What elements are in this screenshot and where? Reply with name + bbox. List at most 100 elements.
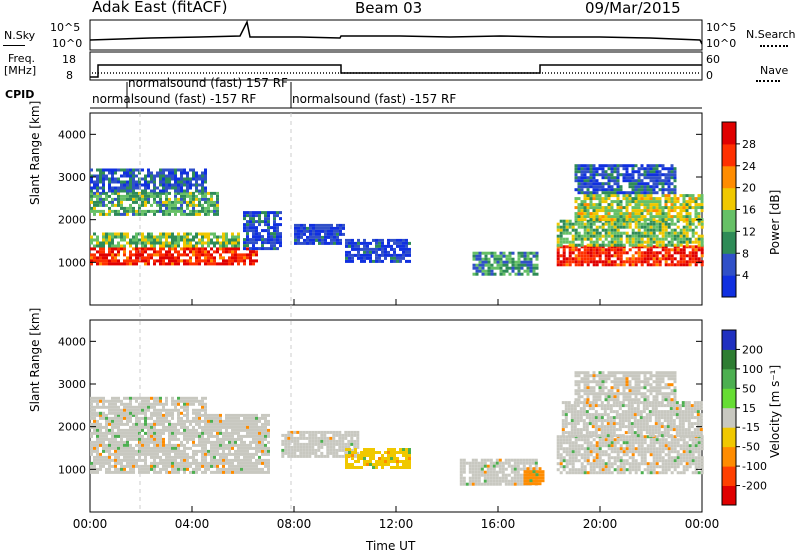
heatmap-cell xyxy=(150,247,153,251)
heatmap-cell xyxy=(526,257,530,261)
heatmap-cell xyxy=(96,256,99,260)
heatmap-cell xyxy=(228,256,231,260)
heatmap-cell xyxy=(649,218,653,222)
heatmap-cell xyxy=(667,456,671,460)
heatmap-cell xyxy=(634,215,638,219)
heatmap-cell xyxy=(694,450,698,454)
heatmap-cell xyxy=(216,458,219,462)
heatmap-cell xyxy=(670,438,674,442)
heatmap-cell xyxy=(177,411,180,415)
heatmap-cell xyxy=(679,237,683,241)
heatmap-cell xyxy=(580,234,584,238)
heatmap-cell xyxy=(495,461,499,465)
heatmap-cell xyxy=(616,243,620,247)
heatmap-cell xyxy=(649,215,653,219)
heatmap-cell xyxy=(237,464,240,468)
heatmap-cell xyxy=(308,448,312,452)
heatmap-cell xyxy=(661,188,665,192)
heatmap-cell xyxy=(150,402,153,406)
heatmap-cell xyxy=(105,238,108,242)
heatmap-cell xyxy=(580,444,584,448)
heatmap-cell xyxy=(592,245,596,249)
heatmap-cell xyxy=(332,442,336,446)
heatmap-cell xyxy=(586,188,590,192)
heatmap-cell xyxy=(108,232,111,236)
heatmap-cell xyxy=(207,197,210,201)
heatmap-cell xyxy=(586,234,590,238)
heatmap-cell xyxy=(192,177,195,181)
heatmap-cell xyxy=(601,234,605,238)
heatmap-cell xyxy=(655,462,659,466)
heatmap-cell xyxy=(511,260,515,264)
heatmap-cell xyxy=(487,257,491,261)
heatmap-cell xyxy=(132,212,135,216)
heatmap-cell xyxy=(204,212,207,216)
heatmap-cell xyxy=(123,470,126,474)
heatmap-cell xyxy=(586,237,590,241)
heatmap-cell xyxy=(516,467,520,471)
heatmap-cell xyxy=(144,247,147,251)
heatmap-cell xyxy=(559,263,563,267)
heatmap-cell xyxy=(658,251,662,255)
heatmap-cell xyxy=(111,232,114,236)
heatmap-cell xyxy=(273,238,276,242)
heatmap-cell xyxy=(667,453,671,457)
heatmap-cell xyxy=(484,257,488,261)
heatmap-cell xyxy=(592,465,596,469)
heatmap-cell xyxy=(586,206,590,210)
heatmap-cell xyxy=(514,260,518,264)
heatmap-cell xyxy=(631,257,635,261)
heatmap-cell xyxy=(135,425,138,429)
heatmap-cell xyxy=(613,209,617,213)
heatmap-cell xyxy=(168,449,171,453)
heatmap-cell xyxy=(114,212,117,216)
heatmap-cell xyxy=(700,243,704,247)
heatmap-cell xyxy=(601,222,605,226)
heatmap-cell xyxy=(661,234,665,238)
heatmap-cell xyxy=(228,241,231,245)
heatmap-cell xyxy=(210,434,213,438)
heatmap-cell xyxy=(213,259,216,263)
heatmap-cell xyxy=(159,232,162,236)
heatmap-cell xyxy=(486,464,490,468)
heatmap-cell xyxy=(264,464,267,468)
heatmap-cell xyxy=(177,431,180,435)
heatmap-cell xyxy=(317,448,321,452)
heatmap-cell xyxy=(96,250,99,254)
heatmap-cell xyxy=(210,200,213,204)
heatmap-cell xyxy=(284,448,288,452)
heatmap-cell xyxy=(177,455,180,459)
heatmap-cell xyxy=(496,257,500,261)
heatmap-cell xyxy=(363,259,366,263)
heatmap-cell xyxy=(559,465,563,469)
heatmap-cell xyxy=(198,434,201,438)
heatmap-cell xyxy=(93,174,96,178)
heatmap-cell xyxy=(673,245,677,249)
heatmap-cell xyxy=(592,447,596,451)
heatmap-cell xyxy=(347,439,351,443)
heatmap-cell xyxy=(499,272,503,276)
heatmap-cell xyxy=(649,471,653,475)
heatmap-cell xyxy=(147,443,150,447)
heatmap-cell xyxy=(219,428,222,432)
heatmap-cell xyxy=(93,443,96,447)
heatmap-cell xyxy=(123,408,126,412)
heatmap-cell xyxy=(168,455,171,459)
heatmap-cell xyxy=(162,416,165,420)
heatmap-cell xyxy=(622,453,626,457)
heatmap-cell xyxy=(132,455,135,459)
heatmap-cell xyxy=(336,241,339,245)
heatmap-cell xyxy=(341,454,345,458)
heatmap-cell xyxy=(324,232,327,236)
heatmap-cell xyxy=(308,439,312,443)
heatmap-cell xyxy=(120,467,123,471)
heatmap-cell xyxy=(153,244,156,248)
heatmap-cell xyxy=(637,182,641,186)
heatmap-cell xyxy=(661,438,665,442)
heatmap-cell xyxy=(604,182,608,186)
heatmap-cell xyxy=(640,237,644,241)
heatmap-cell xyxy=(682,215,686,219)
heatmap-cell xyxy=(162,168,165,172)
heatmap-cell xyxy=(688,444,692,448)
heatmap-cell xyxy=(177,416,180,420)
